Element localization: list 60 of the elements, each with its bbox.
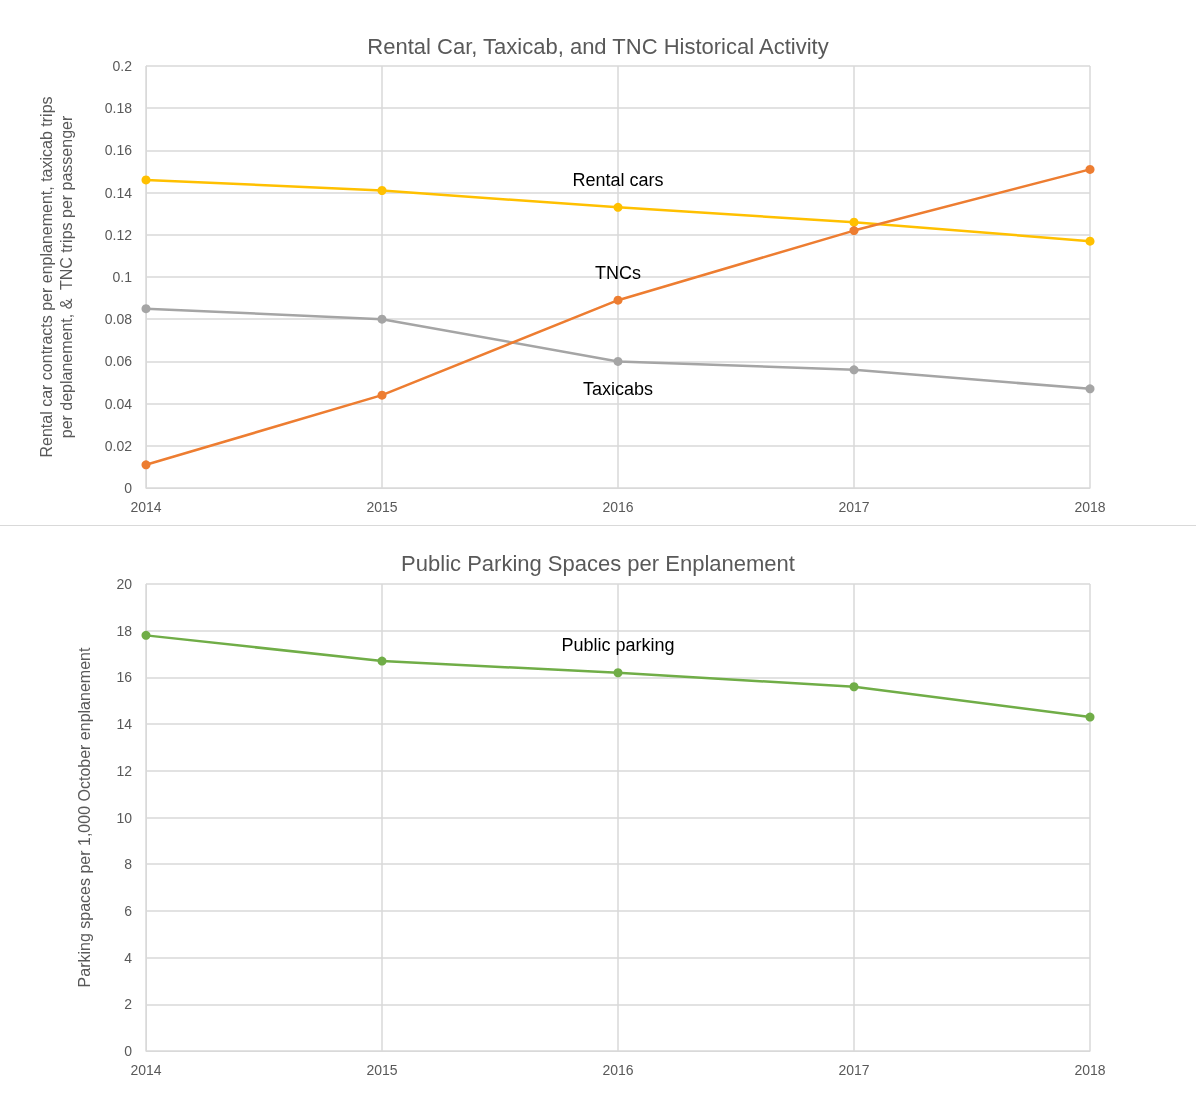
point (377, 390, 387, 400)
y-tick-label: 0 (124, 480, 133, 496)
y-tick-label: 16 (116, 669, 133, 686)
y-tick-label: 0.18 (104, 100, 133, 117)
point (1085, 712, 1095, 722)
y-tick-label: 0.12 (104, 226, 133, 243)
x-tick-label: 2016 (602, 1062, 634, 1078)
point (613, 668, 623, 678)
point (849, 217, 859, 227)
y-tick-label: 0 (124, 1043, 133, 1059)
point (849, 682, 859, 692)
y-tick-label: 18 (116, 622, 133, 639)
x-tick-label: 2017 (838, 499, 870, 515)
y-tick-label: 14 (116, 716, 133, 733)
point (141, 630, 151, 640)
point (613, 202, 623, 212)
point (613, 356, 623, 366)
y-tick-label: 10 (116, 809, 133, 826)
series-label: Taxicabs (582, 378, 654, 399)
x-tick-label: 2014 (130, 499, 162, 515)
x-tick-label: 2015 (366, 1062, 398, 1078)
chart-title: Public Parking Spaces per Enplanement (401, 550, 795, 576)
x-tick-label: 2017 (838, 1062, 870, 1078)
y-tick-label: 0.06 (104, 353, 133, 370)
y-tick-label: 0.04 (104, 395, 133, 412)
point (1085, 384, 1095, 394)
point (1085, 164, 1095, 174)
point (141, 304, 151, 314)
y-tick-label: 0.14 (104, 184, 133, 201)
series-label: TNCs (595, 262, 641, 283)
x-tick-label: 2015 (366, 499, 398, 515)
x-tick-label: 2018 (1074, 499, 1106, 515)
y-tick-label: 6 (124, 902, 133, 919)
y-tick-label: 12 (116, 762, 133, 779)
point (849, 226, 859, 236)
y-tick-label: 8 (124, 856, 133, 873)
y-tick-label: 0.2 (112, 58, 133, 74)
series-label: Public parking (561, 635, 675, 656)
point (141, 460, 151, 470)
point (377, 314, 387, 324)
point (141, 175, 151, 185)
y-tick-label: 0.08 (104, 311, 133, 328)
y-axis-title: Parking spaces per 1,000 October enplanement (75, 647, 93, 988)
y-tick-label: 4 (124, 949, 133, 966)
point (377, 656, 387, 666)
x-tick-label: 2016 (602, 499, 634, 515)
y-tick-label: 20 (116, 576, 133, 592)
y-axis-title: Rental car contracts per enplanement, taxicab trips per deplanement, & TNC trips per passenger (37, 96, 75, 458)
point (377, 185, 387, 195)
chart-title: Rental Car, Taxicab, and TNC Historical Activity (367, 33, 829, 59)
point (849, 365, 859, 375)
series-label: Rental cars (572, 169, 664, 190)
x-tick-label: 2018 (1074, 1062, 1106, 1078)
y-tick-label: 2 (124, 996, 133, 1013)
y-tick-label: 0.1 (112, 269, 133, 285)
y-tick-label: 0.02 (104, 437, 133, 454)
x-tick-label: 2014 (130, 1062, 162, 1078)
point (613, 295, 623, 305)
point (1085, 236, 1095, 246)
y-tick-label: 0.16 (104, 142, 133, 159)
